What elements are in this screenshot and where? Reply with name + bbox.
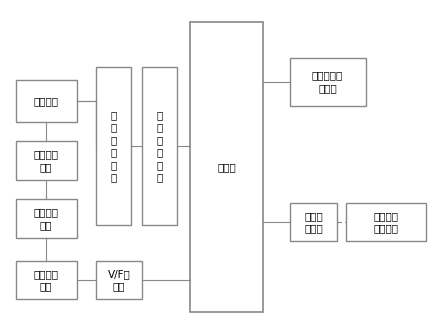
Text: 无线接收
报警电路: 无线接收 报警电路 bbox=[374, 211, 399, 233]
Text: 选频放大
电路: 选频放大 电路 bbox=[34, 208, 59, 230]
Bar bbox=[16, 141, 77, 180]
Bar bbox=[142, 67, 176, 225]
Bar bbox=[96, 67, 131, 225]
Bar bbox=[290, 58, 366, 106]
Bar bbox=[96, 261, 142, 299]
Text: 光
电
耦
合
电
路: 光 电 耦 合 电 路 bbox=[156, 110, 162, 182]
Text: 放大电路: 放大电路 bbox=[34, 96, 59, 106]
Text: 单片机: 单片机 bbox=[217, 162, 236, 172]
Text: 故障检测处
理电路: 故障检测处 理电路 bbox=[312, 71, 343, 93]
Bar bbox=[16, 80, 77, 122]
Bar bbox=[346, 203, 426, 241]
Bar bbox=[290, 203, 337, 241]
Bar bbox=[190, 22, 264, 312]
Text: V/F变
换器: V/F变 换器 bbox=[108, 269, 130, 291]
Bar bbox=[16, 261, 77, 299]
Bar bbox=[16, 199, 77, 238]
Text: 无线发
射电路: 无线发 射电路 bbox=[304, 211, 323, 233]
Text: 高频滤波
电路: 高频滤波 电路 bbox=[34, 150, 59, 172]
Text: 扩
展
接
口
电
路: 扩 展 接 口 电 路 bbox=[110, 110, 117, 182]
Text: 滤波放大
电路: 滤波放大 电路 bbox=[34, 269, 59, 291]
